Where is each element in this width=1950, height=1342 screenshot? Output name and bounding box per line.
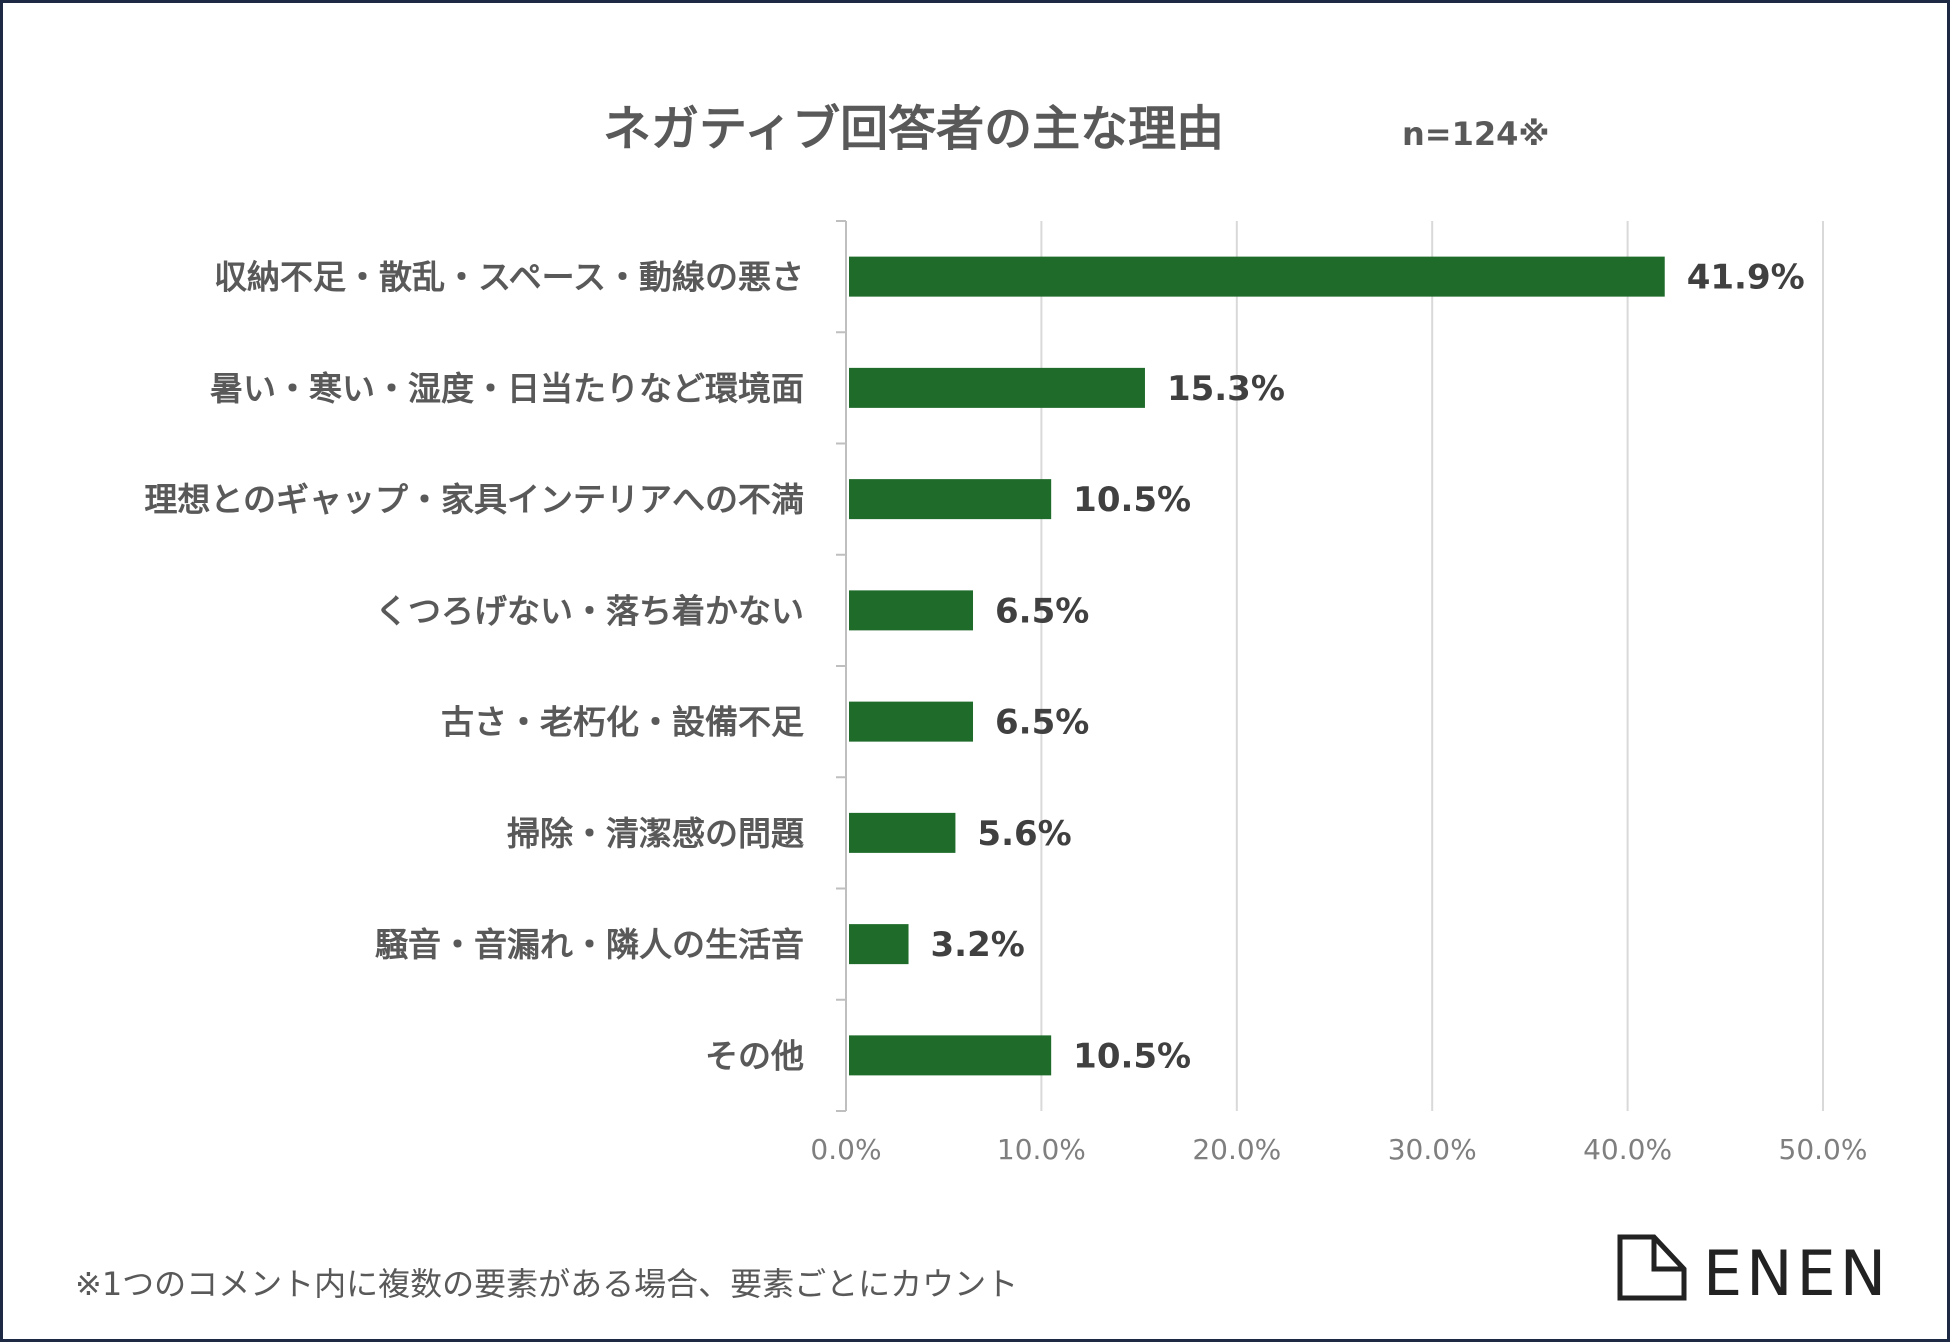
x-tick-label: 30.0% — [1388, 1133, 1477, 1166]
data-label: 10.5% — [1073, 480, 1191, 520]
bars — [849, 256, 1665, 1076]
house-outline-icon — [1617, 1234, 1687, 1301]
data-labels: 41.9% 15.3% 10.5% 6.5% 6.5% 5.6% 3.2% 10.5% — [931, 258, 1805, 1077]
footnote: ※1つのコメント内に複数の要素がある場合、要素ごとにカウント — [75, 1265, 1018, 1303]
bar — [849, 812, 956, 853]
bar — [849, 256, 1665, 297]
bar — [849, 924, 909, 965]
chart-title: ネガティブ回答者の主な理由 — [603, 101, 1224, 157]
bar — [849, 367, 1145, 408]
x-tick-label: 10.0% — [997, 1133, 1086, 1166]
category-label: 掃除・清潔感の問題 — [507, 814, 804, 853]
x-tick-label: 20.0% — [1192, 1133, 1281, 1166]
category-label: 古さ・老朽化・設備不足 — [441, 703, 804, 742]
category-label: 理想とのギャップ・家具インテリアへの不満 — [144, 480, 804, 519]
data-label: 3.2% — [931, 925, 1025, 965]
category-label: その他 — [705, 1036, 804, 1075]
data-label: 6.5% — [995, 703, 1089, 743]
chart-subtitle: n=124※ — [1402, 115, 1550, 153]
category-label: 暑い・寒い・湿度・日当たりなど環境面 — [210, 369, 804, 408]
data-label: 15.3% — [1167, 369, 1285, 409]
logo: ENEN — [1617, 1234, 1890, 1310]
bar — [849, 1035, 1052, 1076]
category-label: 収納不足・散乱・スペース・動線の悪さ — [214, 258, 804, 297]
x-tick-label: 50.0% — [1779, 1133, 1868, 1166]
x-tick-label: 0.0% — [810, 1133, 881, 1166]
bar — [849, 590, 974, 631]
x-axis-tick-labels: 0.0% 10.0% 20.0% 30.0% 40.0% 50.0% — [810, 1133, 1867, 1166]
gridlines — [836, 220, 1824, 1112]
category-label: 騒音・音漏れ・隣人の生活音 — [375, 925, 804, 964]
bar — [849, 479, 1052, 520]
category-label: くつろげない・落ち着かない — [375, 591, 804, 630]
bar-chart: 収納不足・散乱・スペース・動線の悪さ暑い・寒い・湿度・日当たりなど環境面理想との… — [75, 101, 1890, 1310]
logo-text: ENEN — [1703, 1237, 1890, 1310]
bar — [849, 701, 974, 742]
data-label: 5.6% — [977, 814, 1071, 854]
x-tick-label: 40.0% — [1583, 1133, 1672, 1166]
data-label: 10.5% — [1073, 1036, 1191, 1076]
data-label: 41.9% — [1687, 258, 1805, 298]
category-labels: 収納不足・散乱・スペース・動線の悪さ暑い・寒い・湿度・日当たりなど環境面理想との… — [144, 258, 804, 1076]
data-label: 6.5% — [995, 591, 1089, 631]
